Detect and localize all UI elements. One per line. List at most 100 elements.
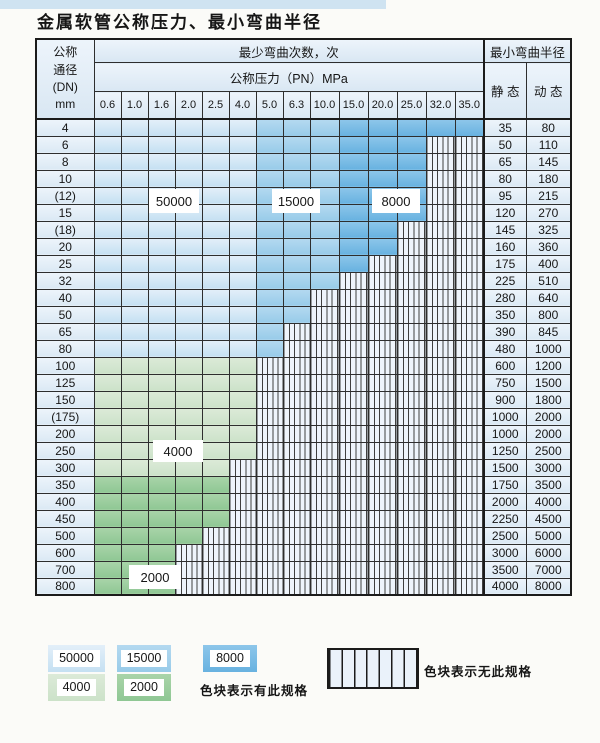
no-spec-cell [338,373,369,392]
no-spec-cell [309,305,340,324]
table-row: 150 900 1800 [35,390,572,409]
no-spec-cell [282,526,311,545]
no-spec-cell [425,356,456,375]
dn-cell: (18) [35,220,95,239]
static-radius-cell: 1500 [483,458,527,477]
cycle-cell [201,407,230,426]
cycle-cell [255,339,284,358]
cycle-cell [367,152,398,171]
cycle-cell [120,305,149,324]
no-spec-cell [425,186,456,205]
cycle-cell [201,373,230,392]
no-spec-cell [454,135,485,154]
cycle-cell [282,135,311,154]
static-radius-cell: 280 [483,288,527,307]
static-radius-cell: 350 [483,305,527,324]
cycle-cell [120,526,149,545]
static-radius-cell: 2000 [483,492,527,511]
cycle-cell [174,356,203,375]
dn-header-line3: (DN) [52,80,78,94]
no-spec-cell [425,339,456,358]
no-spec-cell [309,577,340,596]
no-spec-cell [282,475,311,494]
no-spec-cell [396,492,427,511]
cycle-cell [93,254,122,273]
static-radius-cell: 35 [483,118,527,137]
cycle-cell [201,220,230,239]
static-radius-cell: 1250 [483,441,527,460]
table-row: 400 2000 4000 [35,492,572,511]
no-spec-cell [367,509,398,528]
cycle-cell [120,169,149,188]
no-spec-cell [282,492,311,511]
cycle-cell [282,152,311,171]
cycle-cell [147,237,176,256]
no-spec-cell [396,271,427,290]
no-spec-cell [396,373,427,392]
no-spec-cell [309,441,340,460]
cycle-cell [120,492,149,511]
static-radius-cell: 390 [483,322,527,341]
no-spec-cell [201,577,230,596]
cycle-cell [93,577,122,596]
legend-no-spec-text: 色块表示无此规格 [424,665,533,679]
no-spec-cell [454,322,485,341]
dn-cell: 100 [35,356,95,375]
no-spec-cell [454,271,485,290]
no-spec-cell [338,526,369,545]
no-spec-cell [255,509,284,528]
no-spec-cell [367,441,398,460]
dynamic-radius-cell: 4000 [525,492,572,511]
no-spec-cell [282,339,311,358]
cycle-cell [338,203,369,222]
cycle-cell [228,169,257,188]
cycle-cell [120,322,149,341]
no-spec-cell [425,475,456,494]
dn-cell: 50 [35,305,95,324]
legend-swatch-4000: 4000 [48,674,105,701]
cycle-cell [201,271,230,290]
cycle-cell [120,135,149,154]
legend-no-spec-swatch [327,648,419,689]
no-spec-cell [454,152,485,171]
dn-cell: 700 [35,560,95,579]
cycle-cell [174,424,203,443]
no-spec-cell [425,254,456,273]
cycle-cell [147,169,176,188]
no-spec-cell [367,475,398,494]
cycle-cell [309,254,340,273]
no-spec-cell [309,390,340,409]
no-spec-cell [425,492,456,511]
no-spec-cell [338,475,369,494]
cycle-cell [147,356,176,375]
cycle-cell [174,237,203,256]
static-radius-cell: 95 [483,186,527,205]
cycle-cell [174,118,203,137]
no-spec-cell [309,424,340,443]
no-spec-cell [228,543,257,562]
pressure-header-cell: 公称压力（PN）MPa [93,62,485,92]
no-spec-cell [425,424,456,443]
table-row: 125 750 1500 [35,373,572,392]
cycle-cell [120,220,149,239]
no-spec-cell [282,577,311,596]
cycle-cell [120,186,149,205]
dn-cell: 6 [35,135,95,154]
cycle-cell [147,135,176,154]
cycle-cell [338,220,369,239]
no-spec-cell [454,186,485,205]
no-spec-cell [201,543,230,562]
cycle-cell [228,152,257,171]
dynamic-radius-cell: 845 [525,322,572,341]
no-spec-cell [338,339,369,358]
no-spec-cell [309,492,340,511]
no-spec-cell [425,237,456,256]
cycle-cell [282,118,311,137]
no-spec-cell [255,560,284,579]
cycle-cell [282,254,311,273]
no-spec-cell [454,560,485,579]
overlay-label-2000: 2000 [129,565,181,589]
dn-cell: 32 [35,271,95,290]
cycle-cell [147,305,176,324]
cycle-cell [93,424,122,443]
